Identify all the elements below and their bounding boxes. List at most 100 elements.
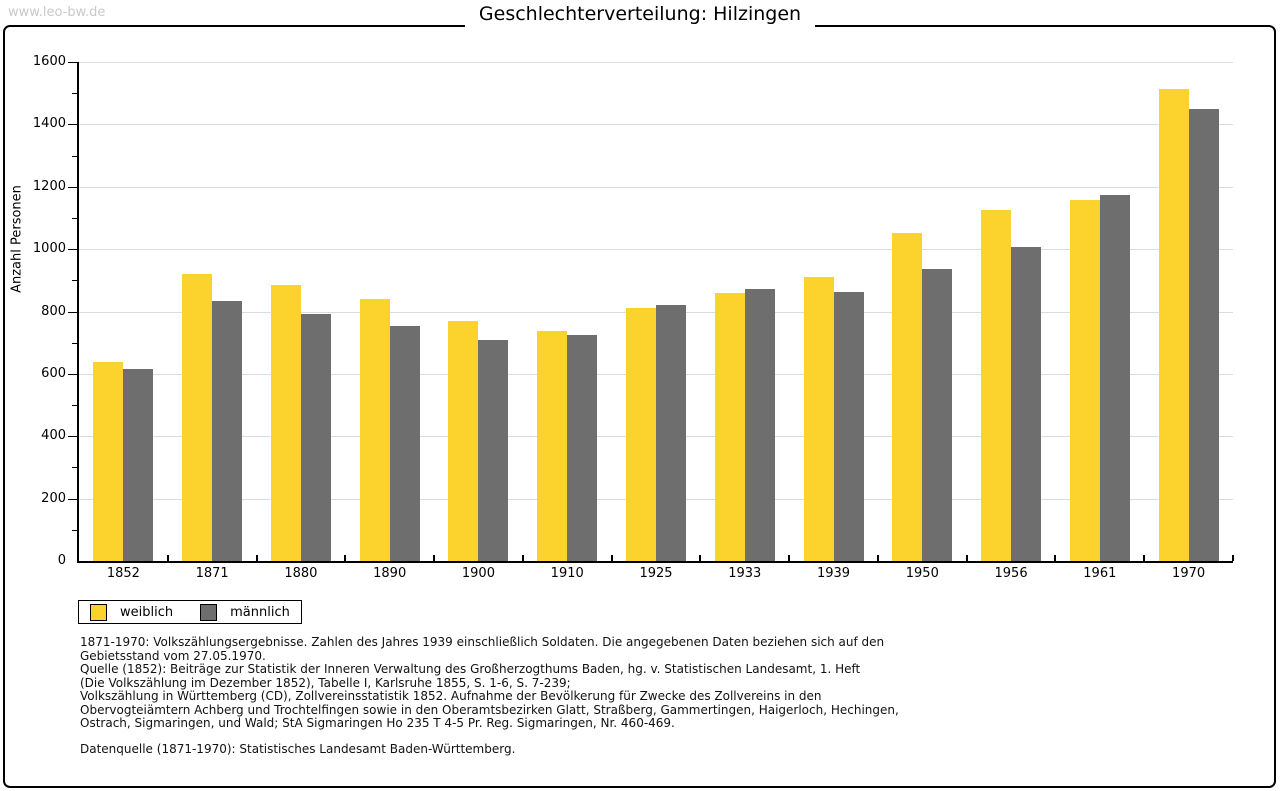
- bar-weiblich-1900: [448, 321, 479, 561]
- y-axis-tick: [68, 62, 77, 63]
- x-tick-label-1933: 1933: [728, 566, 762, 581]
- footnote-line: Obervogteiämtern Achberg und Trochtelfin…: [80, 702, 899, 717]
- y-tick-label-1600: 1600: [32, 54, 66, 69]
- bar-maennlich-1900: [478, 339, 509, 561]
- y-axis-tick: [72, 280, 77, 282]
- x-tick-label-1880: 1880: [284, 566, 318, 581]
- y-tick-label-800: 800: [41, 303, 66, 319]
- y-axis-ticks: [68, 62, 77, 562]
- x-tick-label-1871: 1871: [195, 566, 229, 581]
- gridline-1400: [79, 124, 1233, 126]
- x-axis-tick: [433, 555, 436, 561]
- x-tick-label-1961: 1961: [1083, 566, 1117, 581]
- y-tick-label-600: 600: [41, 365, 66, 381]
- bar-weiblich-1890: [359, 299, 390, 561]
- x-tick-label-1910: 1910: [550, 566, 584, 581]
- bar-weiblich-1933: [714, 293, 745, 561]
- x-tick-label-1970: 1970: [1172, 566, 1206, 581]
- x-axis-tick: [1232, 555, 1234, 561]
- y-tick-label-0: 0: [57, 553, 66, 568]
- bar-weiblich-1956: [981, 210, 1012, 561]
- x-tick-label-1925: 1925: [639, 566, 673, 581]
- x-axis-tick: [699, 555, 702, 561]
- y-axis-tick: [72, 467, 77, 469]
- y-axis-tick: [68, 249, 77, 251]
- y-tick-label-200: 200: [41, 490, 66, 506]
- watermark: www.leo-bw.de: [8, 5, 106, 20]
- x-axis-tick: [1143, 555, 1146, 561]
- bar-weiblich-1961: [1069, 199, 1100, 561]
- bar-weiblich-1970: [1158, 88, 1189, 561]
- bar-weiblich-1910: [537, 330, 568, 561]
- y-tick-label-1000: 1000: [32, 241, 66, 257]
- x-axis-tick: [1054, 555, 1057, 561]
- y-axis-tick: [68, 373, 77, 375]
- y-axis-tick: [68, 124, 77, 126]
- y-axis-tick: [72, 529, 77, 531]
- y-axis-tick: [68, 186, 77, 188]
- bar-maennlich-1890: [389, 326, 420, 561]
- y-axis-tick: [72, 155, 77, 157]
- bar-maennlich-1961: [1099, 195, 1130, 561]
- bar-weiblich-1939: [803, 277, 834, 561]
- bar-maennlich-1933: [744, 289, 775, 561]
- x-tick-label-1950: 1950: [905, 566, 939, 581]
- bar-weiblich-1950: [892, 232, 923, 561]
- footnote-line: Ostrach, Sigmaringen, und Wald; StA Sigm…: [80, 716, 675, 730]
- legend: weiblich männlich: [78, 600, 302, 624]
- datasource-text: Datenquelle (1871-1970): Statistisches L…: [80, 742, 516, 756]
- y-tick-label-1200: 1200: [32, 178, 66, 194]
- gridline-1200: [79, 186, 1233, 188]
- bar-maennlich-1970: [1188, 108, 1219, 561]
- x-axis-tick: [610, 555, 613, 561]
- legend-label-maennlich: männlich: [230, 604, 290, 620]
- x-axis-tick: [965, 555, 968, 561]
- x-axis-tick: [344, 555, 347, 561]
- y-axis-labels: 0 200 400 600 800 1000 1200 1400 1600: [0, 54, 66, 568]
- footnote-line: 1871-1970: Volkszählungsergebnisse. Zahl…: [80, 635, 885, 649]
- x-axis-tick: [255, 555, 258, 561]
- gridline-1000: [79, 249, 1233, 251]
- bar-maennlich-1910: [567, 335, 598, 561]
- y-axis-tick: [72, 405, 77, 407]
- title-container: Geschlechterverteilung: Hilzingen: [0, 0, 1280, 27]
- x-tick-label-1890: 1890: [373, 566, 407, 581]
- bar-maennlich-1871: [212, 300, 243, 561]
- legend-swatch-weiblich: [90, 603, 107, 621]
- x-axis-tick: [788, 555, 791, 561]
- y-axis-tick: [72, 93, 77, 95]
- y-tick-label-1400: 1400: [32, 116, 66, 132]
- y-tick-label-400: 400: [41, 428, 66, 444]
- legend-label-weiblich: weiblich: [120, 604, 174, 620]
- x-tick-label-1852: 1852: [106, 566, 140, 581]
- bar-maennlich-1880: [300, 313, 331, 561]
- x-tick-label-1956: 1956: [994, 566, 1028, 581]
- x-axis-tick: [521, 555, 524, 561]
- x-tick-label-1900: 1900: [461, 566, 495, 581]
- y-axis-tick: [72, 342, 77, 344]
- bar-maennlich-1950: [922, 268, 953, 561]
- y-axis-tick: [72, 217, 77, 219]
- x-tick-label-1939: 1939: [816, 566, 851, 581]
- footnote-text: 1871-1970: Volkszählungsergebnisse. Zahl…: [80, 635, 899, 731]
- bar-maennlich-1939: [833, 291, 864, 561]
- bar-weiblich-1852: [93, 362, 124, 561]
- legend-swatch-maennlich: [200, 603, 218, 621]
- x-axis-labels: 1852 1871 1880 1890 1900 1910 1925 1933 1939 1950…: [79, 566, 1233, 582]
- plot-area: [77, 62, 1234, 563]
- bar-maennlich-1852: [123, 368, 154, 561]
- chart-title: Geschlechterverteilung: Hilzingen: [464, 0, 816, 27]
- bar-weiblich-1880: [270, 284, 301, 561]
- footnote-line: (Die Volkszählung im Dezember 1852), Tab…: [80, 675, 571, 690]
- bar-weiblich-1925: [626, 308, 656, 561]
- y-axis-tick: [68, 436, 77, 438]
- footnote-line: Quelle (1852): Beiträge zur Statistik de…: [80, 662, 861, 676]
- x-axis-tick: [166, 555, 169, 561]
- bar-weiblich-1871: [182, 274, 213, 561]
- bar-maennlich-1925: [656, 304, 686, 561]
- bar-maennlich-1956: [1011, 246, 1042, 561]
- footnote-line: Volkszählung in Württemberg (CD), Zollve…: [80, 689, 822, 703]
- y-axis-tick: [68, 311, 77, 313]
- x-axis-tick: [876, 555, 879, 561]
- y-axis-tick: [68, 498, 77, 500]
